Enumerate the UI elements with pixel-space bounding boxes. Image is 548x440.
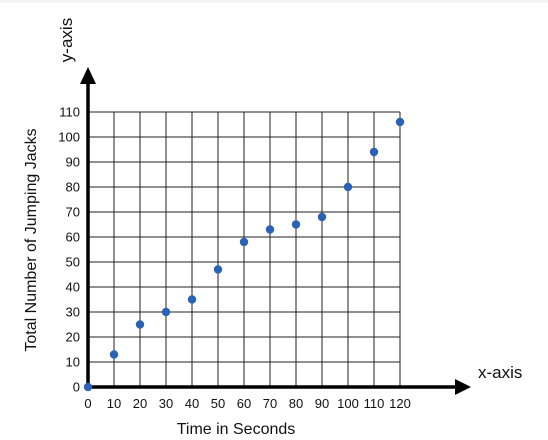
axes	[80, 67, 471, 395]
x-tick-label: 70	[263, 396, 277, 411]
y-axis-arrowhead	[80, 67, 96, 84]
y-tick-label: 0	[73, 380, 80, 395]
data-point	[395, 117, 405, 127]
x-tick-label: 60	[237, 396, 251, 411]
data-point	[239, 237, 249, 247]
data-point	[343, 182, 353, 192]
y-axis-name: y-axis	[57, 18, 76, 62]
x-tick-label: 30	[159, 396, 173, 411]
y-tick-label: 100	[58, 130, 80, 145]
y-axis-label: Total Number of Jumping Jacks	[23, 128, 40, 351]
tick-labels: 0 10 20 30 40 50 60 70 80 90 100 110 120 0 10 20 30 40 50 6…	[58, 105, 411, 412]
x-tick-label: 10	[107, 396, 121, 411]
y-tick-label: 70	[66, 205, 80, 220]
x-tick-label: 0	[84, 396, 91, 411]
data-point	[83, 382, 93, 392]
data-point	[187, 295, 197, 304]
y-tick-label: 10	[66, 355, 80, 370]
data-point	[317, 212, 327, 222]
data-point	[265, 225, 275, 234]
y-tick-label: 110	[59, 105, 80, 120]
data-point	[291, 220, 301, 229]
x-tick-label: 20	[133, 396, 147, 411]
y-tick-label: 90	[66, 155, 80, 170]
y-tick-label: 50	[66, 255, 80, 270]
data-point	[369, 147, 379, 157]
data-point	[213, 265, 223, 274]
y-tick-label: 60	[66, 230, 80, 245]
x-tick-label: 120	[389, 396, 411, 411]
x-axis-label: Time in Seconds	[177, 421, 296, 438]
y-tick-label: 30	[66, 305, 80, 320]
grid	[88, 111, 401, 387]
x-tick-label: 80	[289, 396, 303, 411]
x-tick-label: 50	[211, 396, 225, 411]
data-points	[83, 117, 405, 392]
data-point	[135, 320, 145, 329]
data-point	[161, 307, 171, 317]
y-tick-label: 80	[66, 180, 80, 195]
x-axis-arrowhead	[455, 379, 471, 395]
x-tick-label: 40	[185, 396, 199, 411]
y-tick-label: 40	[66, 280, 80, 295]
top-strip	[0, 0, 548, 3]
x-tick-label: 90	[315, 396, 329, 411]
x-tick-label: 100	[337, 396, 359, 411]
data-point	[109, 350, 119, 359]
x-tick-label: 110	[364, 396, 385, 411]
y-tick-label: 20	[66, 330, 80, 345]
x-axis-name: x-axis	[478, 363, 522, 382]
